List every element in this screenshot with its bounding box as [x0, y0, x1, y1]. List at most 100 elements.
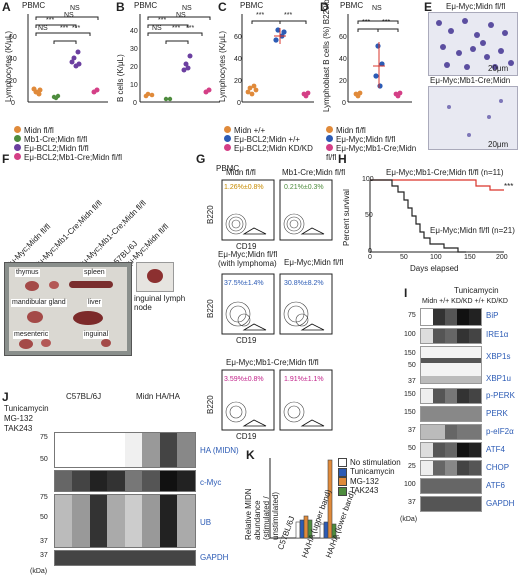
panel-h-xlabel: Days elapsed: [410, 264, 459, 273]
panel-i-kda: (kDa): [400, 516, 418, 523]
panel-h-legend-1: Eμ-Myc;Mb1-Cre;Midn fl/fl (n=11): [386, 168, 504, 177]
panel-c-title: PBMC: [240, 1, 264, 10]
panel-b-label: B: [116, 0, 125, 14]
panel-a-label: A: [2, 0, 11, 14]
panel-i-mw-3: 150: [404, 350, 416, 357]
organ-label-spleen: spleen: [83, 269, 106, 277]
organ-inguinal: [101, 339, 111, 347]
panel-c-label: C: [218, 0, 227, 14]
organ-label-mesenteric: mesenteric: [13, 331, 50, 339]
panel-a-ns-3: NS: [38, 25, 48, 32]
panel-c-ytick-40: 40: [234, 56, 242, 63]
microscopy-image-2: [428, 86, 518, 150]
panel-g-row2-left: Eμ-Myc;Midn fl/fl (with lymphoma): [218, 250, 278, 268]
panel-b-ns-1: NS: [182, 5, 192, 12]
panel-i-mw-11: 100: [404, 481, 416, 488]
panel-h-xtick-100: 100: [430, 254, 442, 261]
band-p-perk: p-PERK: [486, 391, 515, 400]
panel-e-cap1: Eμ-Myc;Midn fl/fl: [446, 2, 506, 11]
blot-atf6: [420, 478, 482, 494]
legend-c-item: Eμ-BCL2;Midn KD/KD: [224, 144, 324, 153]
blot-chop: [420, 460, 482, 476]
blot-gapdh: [420, 496, 482, 512]
organ-spleen: [69, 281, 113, 288]
panel-c-ylabel: Lymphocytes (K/μL): [218, 30, 227, 102]
panel-c-ytick-60: 60: [234, 34, 242, 41]
panel-j-mw-2: 50: [40, 456, 48, 463]
organ-mandibular: [27, 311, 43, 323]
panel-d-ylabel: Lymphoblast B cells (%) B220low CD19high: [322, 0, 331, 112]
band-xbp1u: XBP1u: [486, 374, 511, 383]
panel-k-legend: No stimulation Tunicamycin MG-132 TAK243: [338, 458, 401, 496]
panel-a-ns-2: NS: [64, 12, 74, 19]
blot-atf4: [420, 442, 482, 458]
organ-label-liver: liver: [87, 299, 102, 307]
band-xbp1s: XBP1s: [486, 352, 511, 361]
panel-b-title: PBMC: [134, 1, 158, 10]
panel-g-xlabel-1: CD19: [236, 242, 257, 251]
panel-c-ytick-20: 20: [234, 78, 242, 85]
panel-i-geno: Midn +/+ KD/KD +/+ KD/KD: [422, 298, 508, 305]
panel-h-xtick-0: 0: [368, 254, 372, 261]
panel-j-label: J: [2, 390, 9, 404]
gel-c-myc: [54, 470, 196, 492]
band-bip: BiP: [486, 311, 499, 320]
panel-h-xtick-50: 50: [400, 254, 408, 261]
panel-g-title: PBMC: [216, 164, 240, 173]
panel-g-label: G: [196, 152, 206, 166]
panel-g-row2-rv: 30.8%±8.2%: [284, 280, 324, 287]
legend-d-item: Eμ-Myc;Midn fl/fl: [326, 135, 426, 144]
panel-a-ytick-60: 60: [9, 34, 17, 41]
band-ha-midn: HA (MIDN): [200, 446, 239, 455]
panel-b-ns-2: NS: [176, 12, 186, 19]
legend-ab-item: Midn fl/fl: [14, 126, 224, 135]
panel-d-sig-2: ***: [382, 19, 391, 26]
panel-i-mw-5: 37: [408, 378, 416, 385]
organ-thymus-2: [49, 281, 59, 289]
organ-label-thymus: thymus: [15, 269, 40, 277]
legend-d: Midn fl/fl Eμ-Myc;Midn fl/fl Eμ-Myc;Mb1-…: [326, 126, 426, 162]
panel-i-mw-2: 100: [404, 331, 416, 338]
legend-c-item: Midn +/+: [224, 126, 324, 135]
band-atf6: ATF6: [486, 481, 505, 490]
band-p-eif2a: p-eIF2α: [486, 427, 514, 436]
panel-g-row1-rv: 0.21%±0.3%: [284, 184, 324, 191]
panel-g-row2-right: Eμ-Myc;Midn fl/fl: [284, 258, 344, 267]
panel-b-ns-3: NS: [152, 25, 162, 32]
panel-g-ylabel-2: B220: [206, 299, 215, 318]
panel-i-label: I: [404, 286, 408, 300]
panel-c-sig-1: ***: [256, 12, 265, 19]
panel-j-row-mg132: MG-132: [4, 414, 33, 423]
blot-p-perk: [420, 388, 482, 404]
panel-g-ylabel-3: B220: [206, 395, 215, 414]
panel-h-xtick-150: 150: [464, 254, 476, 261]
panel-b-chart: [139, 14, 220, 103]
panel-i-mw-1: 75: [408, 312, 416, 319]
panel-i-mw-8: 37: [408, 427, 416, 434]
panel-a-chart: [27, 14, 108, 103]
legend-ab-item: Mb1-Cre;Midn fl/fl: [14, 135, 224, 144]
panel-c-ytick-0: 0: [237, 100, 241, 107]
panel-h-ylabel: Percent survival: [342, 189, 351, 246]
panel-g-row1-right: Mb1-Cre;Midn fl/fl: [282, 168, 346, 177]
organ-mesenteric-2: [41, 339, 51, 347]
panel-j-row-tunicamycin: Tunicamycin: [4, 404, 49, 413]
panel-g-ylabel-1: B220: [206, 205, 215, 224]
microscopy-image-1: [428, 12, 518, 76]
band-ire1a: IRE1α: [486, 330, 509, 339]
panel-g-row1-lv: 1.26%±0.8%: [224, 184, 264, 191]
panel-d-ytick-40: 40: [339, 56, 347, 63]
panel-k-label: K: [246, 448, 255, 462]
panel-d-ns: NS: [372, 5, 382, 12]
legend-ab-item: Eμ-BCL2;Mb1-Cre;Midn fl/fl: [14, 153, 224, 162]
panel-a-title: PBMC: [22, 1, 46, 10]
panel-h-legend-2: Eμ-Myc;Midn fl/fl (n=21): [430, 226, 515, 235]
panel-j-group2: Midn HA/HA: [136, 392, 181, 401]
panel-f-label: F: [2, 152, 10, 166]
panel-g-xlabel-3: CD19: [236, 432, 257, 441]
legend-d-item: Eμ-Myc;Mb1-Cre;Midn fl/fl: [326, 144, 417, 162]
panel-h-ytick-50: 50: [365, 212, 373, 219]
panel-b-ytick-30: 30: [130, 46, 138, 53]
panel-i-blots: [420, 308, 482, 536]
lymph-node-photo: [136, 262, 174, 292]
